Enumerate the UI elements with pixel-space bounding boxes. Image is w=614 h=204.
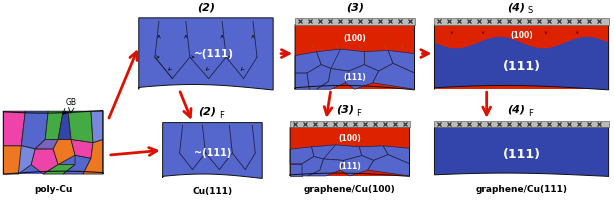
Polygon shape [290, 147, 314, 164]
Text: (111): (111) [502, 60, 540, 73]
Text: (2): (2) [198, 107, 217, 117]
Polygon shape [163, 123, 262, 178]
Bar [435, 18, 608, 24]
Polygon shape [290, 164, 302, 176]
Polygon shape [368, 155, 410, 176]
Polygon shape [295, 73, 309, 89]
Polygon shape [308, 159, 344, 176]
Polygon shape [383, 146, 410, 164]
Text: F: F [219, 111, 224, 120]
Bar [290, 127, 410, 176]
Polygon shape [45, 111, 63, 140]
Text: ~(111): ~(111) [194, 148, 231, 158]
Polygon shape [53, 140, 75, 165]
Polygon shape [388, 50, 414, 73]
Text: F: F [356, 109, 361, 118]
Text: (4): (4) [508, 2, 526, 12]
Polygon shape [43, 165, 75, 174]
Polygon shape [331, 49, 364, 71]
Polygon shape [359, 146, 388, 160]
Polygon shape [31, 149, 58, 174]
Polygon shape [35, 140, 58, 149]
Polygon shape [317, 69, 349, 89]
Polygon shape [139, 18, 273, 90]
Text: GB: GB [66, 98, 77, 107]
Polygon shape [345, 65, 379, 89]
Polygon shape [58, 111, 71, 140]
Text: (111): (111) [502, 147, 540, 161]
Polygon shape [340, 155, 374, 176]
Polygon shape [317, 49, 343, 69]
Text: ~(111): ~(111) [194, 49, 234, 59]
Bar [435, 121, 608, 127]
Polygon shape [21, 111, 48, 149]
Polygon shape [295, 52, 321, 73]
Text: (3): (3) [346, 2, 363, 12]
Polygon shape [435, 37, 608, 90]
Text: (100): (100) [338, 134, 361, 143]
Polygon shape [435, 127, 608, 176]
Polygon shape [4, 111, 25, 146]
Polygon shape [324, 145, 362, 160]
Polygon shape [302, 156, 324, 176]
Polygon shape [307, 65, 331, 89]
Text: poly-Cu: poly-Cu [34, 185, 72, 194]
Text: (2): (2) [197, 2, 215, 12]
Text: graphene/Cu(100): graphene/Cu(100) [304, 185, 395, 194]
Text: (111): (111) [343, 73, 366, 82]
Polygon shape [373, 63, 414, 89]
Polygon shape [83, 140, 103, 174]
Text: (111): (111) [338, 162, 361, 171]
Polygon shape [18, 146, 35, 174]
Text: (100): (100) [510, 31, 533, 40]
Bar [295, 24, 414, 89]
Polygon shape [364, 50, 393, 71]
Text: S: S [528, 6, 533, 15]
Text: F: F [528, 109, 533, 118]
Bar [295, 18, 414, 24]
Polygon shape [311, 145, 338, 159]
Text: (100): (100) [343, 34, 366, 43]
Bar [4, 111, 103, 174]
Polygon shape [91, 111, 103, 143]
Text: (4): (4) [508, 105, 526, 115]
Polygon shape [63, 155, 91, 174]
Polygon shape [68, 111, 93, 143]
Text: graphene/Cu(111): graphene/Cu(111) [475, 185, 567, 194]
Polygon shape [71, 140, 93, 158]
Bar [435, 24, 608, 89]
Text: (3): (3) [336, 105, 354, 115]
Polygon shape [4, 146, 25, 174]
Bar [290, 121, 410, 127]
Text: Cu(111): Cu(111) [192, 187, 233, 196]
